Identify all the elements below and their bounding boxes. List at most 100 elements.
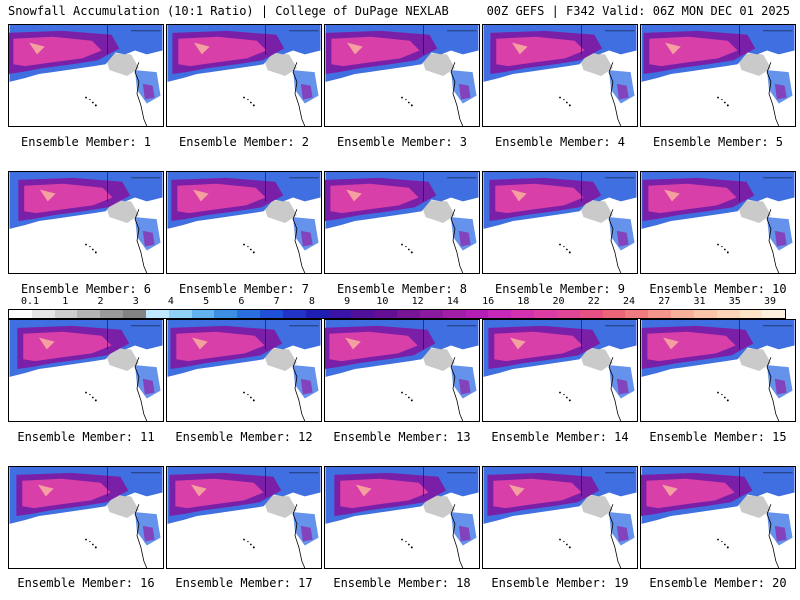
snowfall-map — [325, 172, 479, 273]
ensemble-member-label: Ensemble Member: 1 — [20, 135, 152, 149]
legend-color-swatch — [54, 310, 78, 318]
legend-color-swatch — [9, 310, 32, 318]
snowfall-map — [9, 172, 163, 273]
legend-tick-label: 5 — [203, 296, 210, 307]
ensemble-member-label: Ensemble Member: 5 — [652, 135, 784, 149]
snowfall-map — [9, 25, 163, 126]
ensemble-map-panel — [482, 171, 638, 274]
ensemble-map-panel — [8, 319, 164, 422]
map-title: Snowfall Accumulation (10:1 Ratio) | Col… — [8, 4, 449, 18]
legend-color-swatch — [488, 310, 512, 318]
ensemble-member-label: Ensemble Member: 12 — [175, 430, 313, 444]
ensemble-map-panel — [324, 466, 480, 569]
ensemble-member-label: Ensemble Member: 15 — [649, 430, 787, 444]
ensemble-member-label: Ensemble Member: 20 — [649, 576, 787, 590]
legend-color-swatch — [534, 310, 557, 318]
snowfall-map — [641, 467, 795, 568]
ensemble-map-panel — [324, 24, 480, 127]
snowfall-map — [167, 25, 321, 126]
ensemble-member-label: Ensemble Member: 2 — [178, 135, 310, 149]
ensemble-map-panel — [166, 319, 322, 422]
legend-color-swatch — [260, 310, 283, 318]
ensemble-map-panel — [166, 466, 322, 569]
snowfall-map — [483, 25, 637, 126]
snowfall-map — [167, 320, 321, 421]
ensemble-member-label: Ensemble Member: 6 — [20, 282, 152, 296]
legend-tick-label: 16 — [482, 296, 495, 307]
snowfall-map — [641, 320, 795, 421]
ensemble-map-panel — [640, 466, 796, 569]
legend-color-swatch — [123, 310, 146, 318]
legend-color-swatch — [762, 310, 786, 318]
legend-tick-label: 20 — [552, 296, 565, 307]
ensemble-member-label: Ensemble Member: 7 — [178, 282, 310, 296]
snowfall-map — [9, 320, 163, 421]
legend-tick-label: 3 — [132, 296, 139, 307]
legend-color-swatch — [511, 310, 535, 318]
ensemble-map-panel — [482, 466, 638, 569]
legend-tick-label: 2 — [97, 296, 104, 307]
ensemble-member-label: Ensemble Member: 18 — [333, 576, 471, 590]
legend-tick-label: 9 — [344, 296, 351, 307]
legend-tick-label: 39 — [763, 296, 777, 307]
snowfall-map — [167, 172, 321, 273]
legend-color-swatch — [282, 310, 306, 318]
ensemble-map-panel — [166, 24, 322, 127]
ensemble-member-label: Ensemble Member: 3 — [336, 135, 468, 149]
legend-color-swatch — [671, 310, 694, 318]
snowfall-map — [641, 172, 795, 273]
ensemble-member-label: Ensemble Member: 17 — [175, 576, 313, 590]
legend-color-swatch — [31, 310, 55, 318]
legend-color-swatch — [145, 310, 169, 318]
legend-color-swatch — [397, 310, 420, 318]
legend-tick-label: 12 — [411, 296, 424, 307]
snowfall-map — [9, 467, 163, 568]
snowfall-map — [641, 25, 795, 126]
legend-tick-label: 24 — [623, 296, 636, 307]
ensemble-map-panel — [324, 319, 480, 422]
color-legend: 0.1 1 2 3 4 5 6 7 8 9 10 12 14 16 18 20 22 24 27 31 35 39 — [8, 296, 786, 319]
legend-tick-label: 0.1 — [20, 296, 40, 307]
legend-color-swatch — [602, 310, 626, 318]
legend-color-swatch — [465, 310, 489, 318]
ensemble-member-label: Ensemble Member: 9 — [494, 282, 626, 296]
snowfall-map — [325, 467, 479, 568]
snowfall-map — [483, 320, 637, 421]
ensemble-map-panel — [166, 171, 322, 274]
legend-color-swatch — [648, 310, 672, 318]
legend-tick-label: 18 — [517, 296, 530, 307]
ensemble-member-label: Ensemble Member: 14 — [491, 430, 629, 444]
ensemble-member-label: Ensemble Member: 11 — [17, 430, 155, 444]
legend-tick-label: 1 — [62, 296, 69, 307]
legend-tick-label: 6 — [238, 296, 245, 307]
model-run-info: 00Z GEFS | F342 Valid: 06Z MON DEC 01 20… — [486, 4, 790, 18]
legend-color-swatch — [739, 310, 763, 318]
legend-color-swatch — [556, 310, 580, 318]
legend-color-swatch — [77, 310, 101, 318]
legend-color-swatch — [579, 310, 603, 318]
ensemble-member-label: Ensemble Member: 16 — [17, 576, 155, 590]
legend-color-swatch — [100, 310, 124, 318]
ensemble-map-panel — [8, 24, 164, 127]
legend-tick-label: 4 — [167, 296, 174, 307]
snowfall-map — [325, 320, 479, 421]
ensemble-member-label: Ensemble Member: 19 — [491, 576, 629, 590]
ensemble-map-panel — [482, 24, 638, 127]
legend-tick-label: 8 — [308, 296, 315, 307]
legend-color-swatch — [374, 310, 398, 318]
legend-color-swatch — [305, 310, 329, 318]
snowfall-map — [325, 25, 479, 126]
legend-tick-label: 31 — [693, 296, 706, 307]
ensemble-member-label: Ensemble Member: 10 — [649, 282, 787, 296]
ensemble-map-panel — [640, 171, 796, 274]
snowfall-map — [483, 172, 637, 273]
snowfall-map — [483, 467, 637, 568]
ensemble-map-panel — [640, 24, 796, 127]
ensemble-map-panel — [8, 171, 164, 274]
legend-color-swatch — [442, 310, 466, 318]
legend-color-swatch — [419, 310, 443, 318]
legend-tick-label: 10 — [376, 296, 389, 307]
ensemble-map-panel — [324, 171, 480, 274]
legend-color-swatch — [716, 310, 740, 318]
legend-color-swatch — [214, 310, 238, 318]
